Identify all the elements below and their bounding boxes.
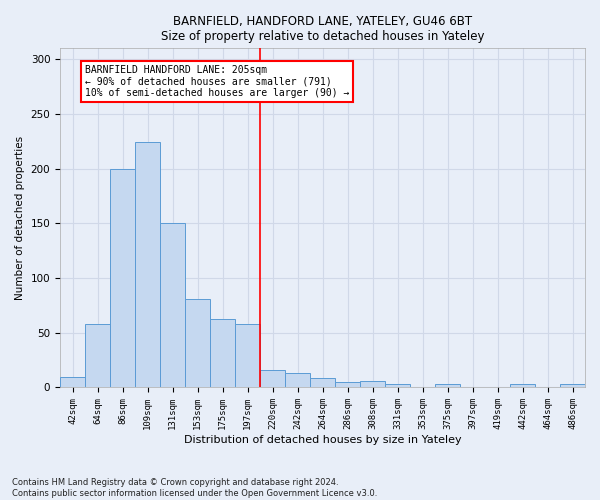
Bar — [160, 224, 185, 388]
Bar — [435, 384, 460, 388]
Bar — [385, 384, 410, 388]
Bar — [110, 168, 135, 388]
Bar — [235, 324, 260, 388]
Bar — [360, 381, 385, 388]
Title: BARNFIELD, HANDFORD LANE, YATELEY, GU46 6BT
Size of property relative to detache: BARNFIELD, HANDFORD LANE, YATELEY, GU46 … — [161, 15, 484, 43]
Bar — [560, 384, 585, 388]
X-axis label: Distribution of detached houses by size in Yateley: Distribution of detached houses by size … — [184, 435, 461, 445]
Bar — [85, 324, 110, 388]
Bar — [185, 299, 210, 388]
Bar — [60, 376, 85, 388]
Bar — [510, 384, 535, 388]
Bar — [310, 378, 335, 388]
Bar — [135, 142, 160, 388]
Bar — [335, 382, 360, 388]
Bar — [285, 374, 310, 388]
Text: BARNFIELD HANDFORD LANE: 205sqm
← 90% of detached houses are smaller (791)
10% o: BARNFIELD HANDFORD LANE: 205sqm ← 90% of… — [85, 64, 349, 98]
Bar — [260, 370, 285, 388]
Y-axis label: Number of detached properties: Number of detached properties — [15, 136, 25, 300]
Text: Contains HM Land Registry data © Crown copyright and database right 2024.
Contai: Contains HM Land Registry data © Crown c… — [12, 478, 377, 498]
Bar — [210, 318, 235, 388]
